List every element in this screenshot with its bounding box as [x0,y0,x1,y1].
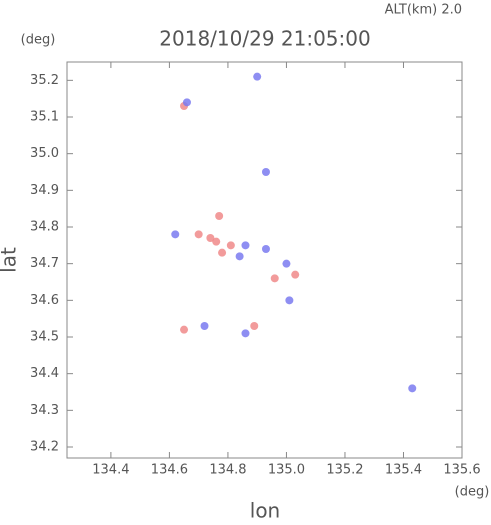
y-tick-label: 34.7 [30,256,59,271]
y-unit: (deg) [21,33,56,48]
subtitle: ALT(km) 2.0 [385,3,462,18]
y-tick-label: 34.2 [30,440,59,455]
point [194,230,203,239]
y-tick-label: 35.2 [30,73,59,88]
point [282,259,291,268]
point [180,325,189,334]
y-tick-label: 34.5 [30,330,59,345]
y-tick-label: 35.0 [30,146,59,161]
y-tick-label: 34.4 [30,366,59,381]
y-tick-label: 34.3 [30,403,59,418]
point [182,98,191,107]
x-axis-label: lon [250,499,280,522]
point [226,241,235,250]
x-tick-label: 134.4 [92,463,129,478]
point [261,168,270,176]
y-tick-label: 34.6 [30,293,59,308]
point [241,329,250,338]
x-tick-label: 134.8 [209,463,246,478]
point [270,274,279,283]
x-tick-label: 135.6 [443,463,480,478]
point [408,384,417,393]
y-tick-label: 34.9 [30,183,59,198]
y-tick-label: 35.1 [30,110,59,125]
point [253,72,262,81]
point [206,234,215,242]
point [235,252,244,261]
chart-title: 2018/10/29 21:05:00 [159,27,370,51]
y-tick-label: 34.8 [30,220,59,235]
point [250,322,259,330]
point [285,296,294,305]
point [261,245,270,253]
x-unit: (deg) [455,485,490,500]
point [218,248,227,257]
point [241,241,250,250]
point [212,237,221,246]
x-tick-label: 135.4 [385,463,422,478]
y-axis-label: lat [0,247,21,273]
x-tick-label: 135.0 [268,463,305,478]
point [215,212,224,220]
point [291,270,300,279]
plot-frame [66,61,463,459]
x-tick-label: 134.6 [151,463,188,478]
x-tick-label: 135.2 [326,463,363,478]
point [200,322,209,330]
point [171,230,180,239]
